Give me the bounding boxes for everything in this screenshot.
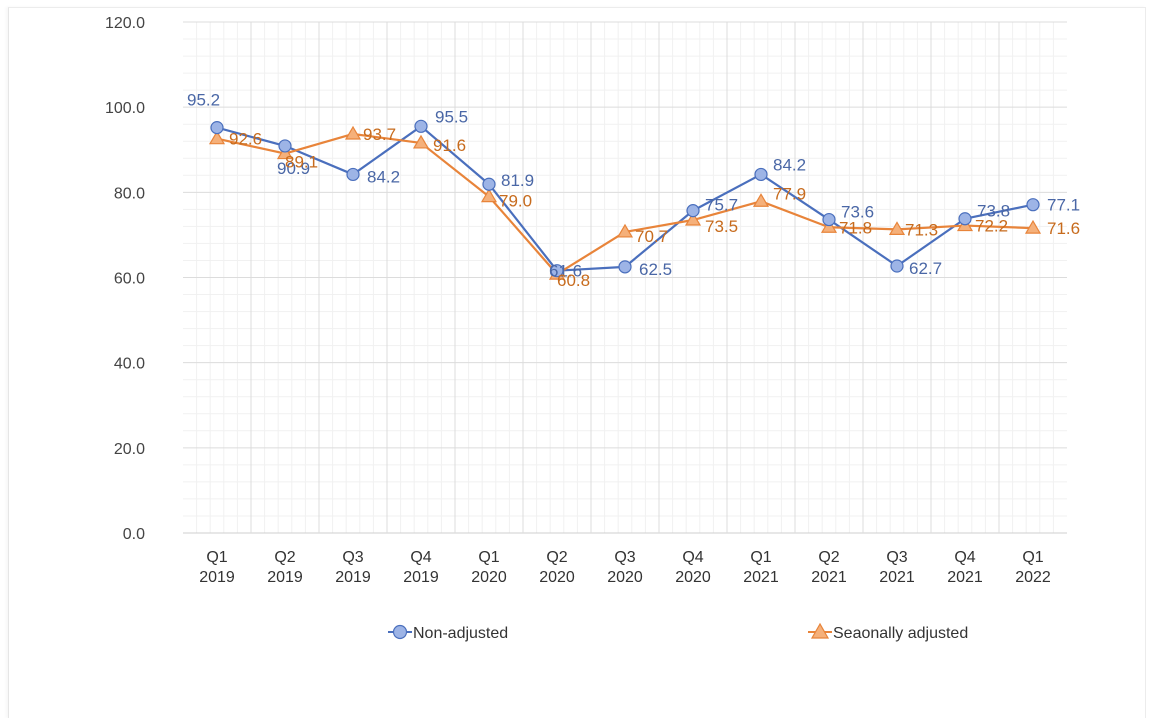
data-label-seasonally-adjusted: 72.2 bbox=[975, 217, 1008, 236]
series-line-non-adjusted bbox=[216, 125, 1034, 272]
data-label-seasonally-adjusted: 71.8 bbox=[839, 218, 872, 237]
x-tick-label-quarter: Q1 bbox=[750, 549, 771, 566]
legend-label-seasonally-adjusted: Seaonally adjusted bbox=[833, 625, 968, 642]
legend-label-non-adjusted: Non-adjusted bbox=[413, 625, 508, 642]
data-label-seasonally-adjusted: 77.9 bbox=[773, 184, 806, 203]
series-line-seasonally-adjusted bbox=[216, 132, 1034, 276]
data-point-non-adjusted bbox=[822, 212, 836, 227]
x-tick-label-quarter: Q1 bbox=[206, 549, 227, 566]
x-tick-label-year: 2021 bbox=[811, 569, 847, 586]
data-point-non-adjusted bbox=[550, 264, 564, 278]
x-tick-label-year: 2020 bbox=[675, 569, 711, 586]
x-tick-label-quarter: Q2 bbox=[274, 549, 295, 566]
x-tick-label-quarter: Q4 bbox=[410, 549, 431, 566]
data-label-seasonally-adjusted: 91.6 bbox=[433, 136, 466, 155]
x-tick-label-year: 2019 bbox=[335, 569, 371, 586]
x-tick-label-year: 2019 bbox=[403, 569, 439, 586]
data-label-seasonally-adjusted: 71.6 bbox=[1047, 219, 1080, 238]
data-label-non-adjusted: 90.9 bbox=[277, 159, 310, 178]
x-tick-label-quarter: Q3 bbox=[342, 549, 363, 566]
data-label-non-adjusted: 75.7 bbox=[705, 196, 738, 215]
data-label-seasonally-adjusted: 79.0 bbox=[499, 192, 532, 211]
data-label-non-adjusted: 84.2 bbox=[773, 155, 806, 174]
data-point-non-adjusted bbox=[210, 121, 224, 135]
x-tick-label-year: 2019 bbox=[267, 569, 303, 586]
data-point-seasonally-adjusted bbox=[412, 134, 430, 149]
series-markers bbox=[208, 119, 1042, 280]
x-tick-label-year: 2020 bbox=[471, 569, 507, 586]
data-point-seasonally-adjusted bbox=[820, 219, 838, 233]
major-gridlines bbox=[183, 21, 1067, 534]
data-point-seasonally-adjusted bbox=[888, 221, 906, 235]
data-point-non-adjusted bbox=[754, 167, 768, 182]
data-label-seasonally-adjusted: 92.6 bbox=[229, 130, 262, 149]
y-tick-label: 80.0 bbox=[114, 185, 145, 202]
y-tick-label: 0.0 bbox=[123, 526, 145, 543]
data-label-non-adjusted: 61.6 bbox=[549, 262, 582, 281]
x-tick-label-year: 2020 bbox=[539, 569, 575, 586]
y-tick-label: 60.0 bbox=[114, 271, 145, 288]
data-label-non-adjusted: 95.2 bbox=[187, 91, 220, 110]
data-label-non-adjusted: 81.9 bbox=[501, 171, 534, 190]
x-tick-label-quarter: Q4 bbox=[954, 549, 975, 566]
y-tick-label: 120.0 bbox=[105, 15, 145, 32]
x-tick-label-year: 2021 bbox=[947, 569, 983, 586]
data-label-non-adjusted: 95.5 bbox=[435, 107, 468, 126]
data-point-non-adjusted bbox=[890, 259, 904, 273]
x-tick-label-year: 2021 bbox=[879, 569, 915, 586]
x-tick-label-quarter: Q1 bbox=[1022, 549, 1043, 566]
x-tick-label-quarter: Q4 bbox=[682, 549, 703, 566]
y-tick-label: 100.0 bbox=[105, 100, 145, 117]
data-label-non-adjusted: 73.8 bbox=[977, 202, 1010, 221]
data-point-non-adjusted bbox=[482, 177, 496, 191]
x-tick-label-quarter: Q3 bbox=[614, 549, 635, 566]
data-point-seasonally-adjusted bbox=[684, 211, 702, 226]
data-labels: 95.2 90.9 84.2 95.5 81.9 61.6 62.5 75.7 84.2 73.6… bbox=[187, 91, 1080, 290]
x-axis-ticks: Q1 2019 Q2 2019 Q3 2019 Q4 2019 Q1 2020 Q2 2020 Q3 20… bbox=[199, 549, 1051, 586]
x-tick-label-year: 2020 bbox=[607, 569, 643, 586]
data-point-seasonally-adjusted bbox=[616, 223, 634, 238]
y-tick-label: 40.0 bbox=[114, 356, 145, 373]
data-label-non-adjusted: 62.7 bbox=[909, 259, 942, 278]
data-label-seasonally-adjusted: 71.3 bbox=[905, 220, 938, 239]
y-axis-ticks: 0.0 20.0 40.0 60.0 80.0 100.0 120.0 bbox=[105, 15, 145, 543]
legend: Non-adjusted Seaonally adjusted bbox=[388, 622, 968, 642]
x-tick-label-quarter: Q2 bbox=[818, 549, 839, 566]
data-label-seasonally-adjusted: 70.7 bbox=[635, 227, 668, 246]
data-point-non-adjusted bbox=[414, 119, 428, 133]
data-point-non-adjusted bbox=[1026, 198, 1040, 212]
data-point-non-adjusted bbox=[346, 167, 360, 182]
data-label-seasonally-adjusted: 60.8 bbox=[557, 271, 590, 290]
data-point-seasonally-adjusted bbox=[752, 193, 770, 207]
x-tick-label-quarter: Q1 bbox=[478, 549, 499, 566]
data-label-non-adjusted: 77.1 bbox=[1047, 196, 1080, 215]
x-tick-label-quarter: Q2 bbox=[546, 549, 567, 566]
x-tick-label-year: 2021 bbox=[743, 569, 779, 586]
data-point-non-adjusted bbox=[686, 204, 700, 218]
data-point-seasonally-adjusted bbox=[1024, 219, 1042, 234]
legend-marker-circle-icon bbox=[392, 624, 408, 640]
data-point-seasonally-adjusted bbox=[480, 188, 498, 203]
series-lines bbox=[216, 125, 1034, 276]
x-tick-label-year: 2022 bbox=[1015, 569, 1051, 586]
data-label-non-adjusted: 73.6 bbox=[841, 203, 874, 222]
x-tick-label-year: 2019 bbox=[199, 569, 235, 586]
data-point-non-adjusted bbox=[958, 212, 972, 226]
data-point-non-adjusted bbox=[278, 139, 292, 153]
data-label-seasonally-adjusted: 73.5 bbox=[705, 217, 738, 236]
data-point-seasonally-adjusted bbox=[208, 130, 226, 145]
data-point-seasonally-adjusted bbox=[344, 125, 362, 140]
x-tick-label-quarter: Q3 bbox=[886, 549, 907, 566]
data-point-seasonally-adjusted bbox=[276, 145, 294, 160]
data-label-seasonally-adjusted: 89.1 bbox=[285, 153, 318, 172]
data-point-non-adjusted bbox=[618, 260, 632, 274]
data-label-non-adjusted: 62.5 bbox=[639, 260, 672, 279]
legend-marker-triangle-icon bbox=[810, 622, 830, 639]
data-label-seasonally-adjusted: 93.7 bbox=[363, 125, 396, 144]
y-tick-label: 20.0 bbox=[114, 441, 145, 458]
data-label-non-adjusted: 84.2 bbox=[367, 167, 400, 186]
